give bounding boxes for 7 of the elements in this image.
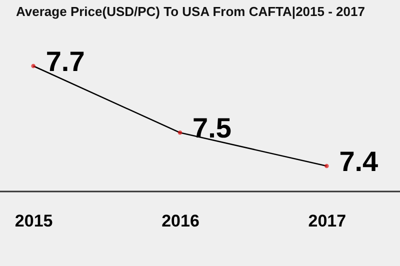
x-tick-label: 2015 (14, 212, 53, 230)
data-label: 7.4 (339, 146, 379, 177)
data-label: 7.7 (46, 46, 85, 77)
data-label: 7.5 (192, 112, 232, 144)
x-tick-label: 2017 (308, 212, 346, 230)
chart-title: Average Price(USD/PC) To USA From CAFTA|2015 - 2017 (16, 4, 365, 19)
x-tick-label: 2016 (162, 212, 200, 230)
